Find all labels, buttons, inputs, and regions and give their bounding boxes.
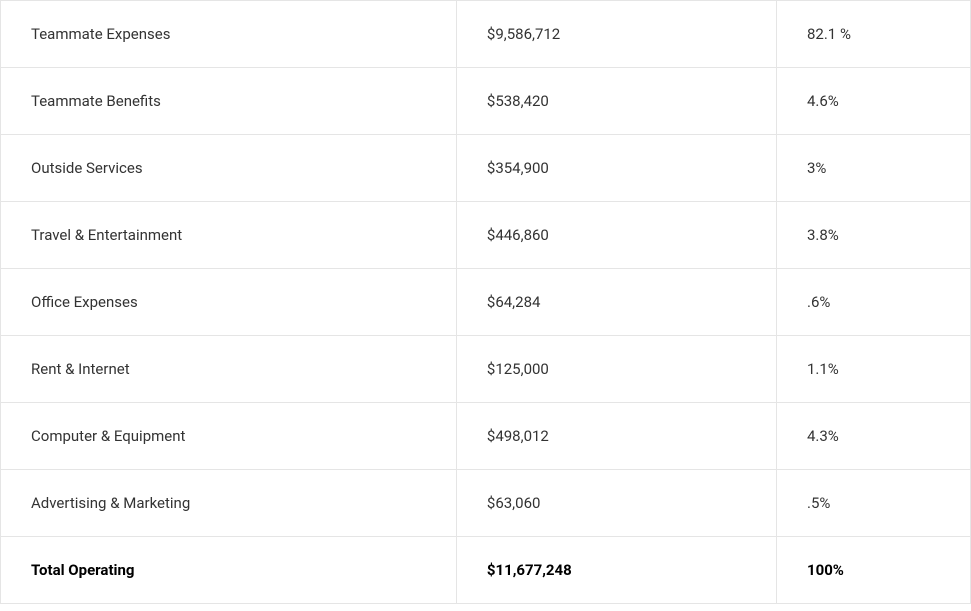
table-row: Outside Services $354,900 3% xyxy=(1,135,971,202)
table-total-row: Total Operating $11,677,248 100% xyxy=(1,537,971,604)
total-amount-cell: $11,677,248 xyxy=(456,537,776,604)
total-percent-cell: 100% xyxy=(776,537,970,604)
amount-cell: $538,420 xyxy=(456,68,776,135)
category-cell: Teammate Benefits xyxy=(1,68,457,135)
category-cell: Rent & Internet xyxy=(1,336,457,403)
amount-cell: $9,586,712 xyxy=(456,1,776,68)
expense-table: Teammate Expenses $9,586,712 82.1 % Team… xyxy=(0,0,971,604)
category-cell: Office Expenses xyxy=(1,269,457,336)
percent-cell: 4.6% xyxy=(776,68,970,135)
percent-cell: 1.1% xyxy=(776,336,970,403)
percent-cell: 82.1 % xyxy=(776,1,970,68)
category-cell: Travel & Entertainment xyxy=(1,202,457,269)
percent-cell: 4.3% xyxy=(776,403,970,470)
amount-cell: $446,860 xyxy=(456,202,776,269)
table-row: Office Expenses $64,284 .6% xyxy=(1,269,971,336)
expense-table-body: Teammate Expenses $9,586,712 82.1 % Team… xyxy=(1,1,971,604)
amount-cell: $64,284 xyxy=(456,269,776,336)
table-row: Travel & Entertainment $446,860 3.8% xyxy=(1,202,971,269)
percent-cell: 3.8% xyxy=(776,202,970,269)
category-cell: Outside Services xyxy=(1,135,457,202)
category-cell: Advertising & Marketing xyxy=(1,470,457,537)
amount-cell: $354,900 xyxy=(456,135,776,202)
percent-cell: .6% xyxy=(776,269,970,336)
category-cell: Teammate Expenses xyxy=(1,1,457,68)
table-row: Advertising & Marketing $63,060 .5% xyxy=(1,470,971,537)
amount-cell: $125,000 xyxy=(456,336,776,403)
table-row: Rent & Internet $125,000 1.1% xyxy=(1,336,971,403)
category-cell: Computer & Equipment xyxy=(1,403,457,470)
table-row: Teammate Benefits $538,420 4.6% xyxy=(1,68,971,135)
table-row: Teammate Expenses $9,586,712 82.1 % xyxy=(1,1,971,68)
percent-cell: 3% xyxy=(776,135,970,202)
total-category-cell: Total Operating xyxy=(1,537,457,604)
percent-cell: .5% xyxy=(776,470,970,537)
table-row: Computer & Equipment $498,012 4.3% xyxy=(1,403,971,470)
amount-cell: $498,012 xyxy=(456,403,776,470)
amount-cell: $63,060 xyxy=(456,470,776,537)
